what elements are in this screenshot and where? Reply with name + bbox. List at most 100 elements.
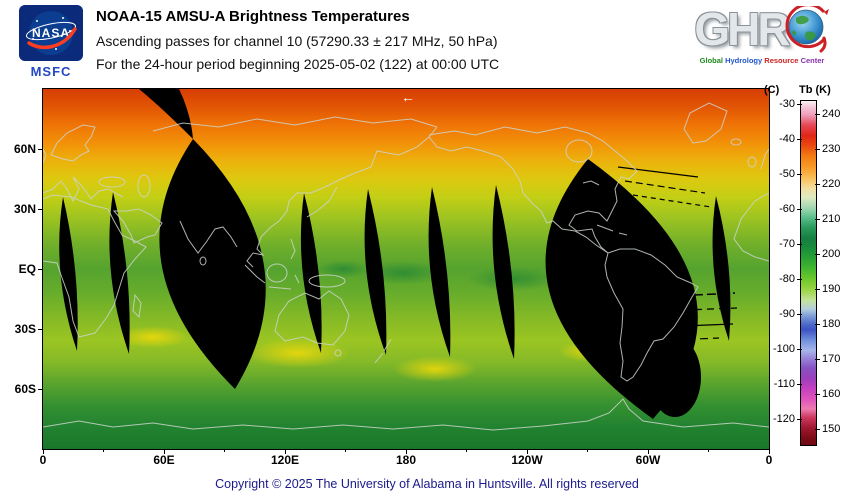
coastline-new-guinea xyxy=(308,274,346,288)
coastline-ireland xyxy=(747,156,757,168)
lon-minor-tick xyxy=(345,449,346,452)
lat-tick xyxy=(38,269,43,270)
lat-label-60n: 60N xyxy=(13,142,36,156)
colorbar-unit-celsius: (C) xyxy=(764,84,780,96)
colorbar-c-tick: -90 xyxy=(779,308,802,320)
nasa-logo: NASA xyxy=(19,5,83,61)
coastline-great-lakes xyxy=(582,180,600,186)
coastline-madagascar xyxy=(132,293,142,319)
ghrc-subtitle-word: Center xyxy=(800,56,825,65)
coastline-arabia xyxy=(112,208,163,244)
coastline-iceland xyxy=(730,138,742,146)
colorbar-k-tick: 180 xyxy=(814,318,841,330)
lon-tick xyxy=(527,449,528,454)
colorbar-k-tick: 190 xyxy=(814,283,841,295)
ghrc-subtitle-word: Hydrology xyxy=(725,56,763,65)
coastline-north-america-arctic xyxy=(428,126,638,172)
coastlines xyxy=(43,102,769,431)
lon-label-0e: 0 xyxy=(39,453,47,467)
colorbar-k-tick: 230 xyxy=(814,143,841,155)
lon-label-0w: 0 xyxy=(765,453,773,467)
coastline-antarctica xyxy=(43,398,769,431)
lon-label-60e: 60E xyxy=(153,453,175,467)
ghrc-subtitle-word: Resource xyxy=(764,56,799,65)
ghrc-logo-block: GHR Global Hydrology Resource xyxy=(674,0,850,65)
page-title: NOAA-15 AMSU-A Brightness Temperatures xyxy=(96,8,410,25)
lon-tick xyxy=(406,449,407,454)
coastline-greenland xyxy=(683,102,728,144)
ghrc-subtitle: Global Hydrology Resource Center xyxy=(674,56,850,65)
map-canvas xyxy=(43,89,769,449)
ghrc-subtitle-word: Global xyxy=(699,56,723,65)
swath-gaps xyxy=(59,89,731,419)
swath-gap xyxy=(59,197,78,351)
swath-gap xyxy=(300,193,322,353)
colorbar-c-tick: -110 xyxy=(773,378,803,390)
swath-gap xyxy=(109,192,130,354)
lon-tick xyxy=(769,449,770,454)
coastline-mediterranean xyxy=(43,176,124,203)
coastline-new-zealand xyxy=(374,338,392,364)
swath-gap xyxy=(428,187,451,357)
lon-label-120e: 120E xyxy=(270,453,300,467)
ghrc-globe-icon xyxy=(785,6,829,53)
swath-gap xyxy=(649,337,701,417)
colorbar-c-tick: -40 xyxy=(779,133,802,145)
coastline-caspian xyxy=(137,174,151,198)
lon-minor-tick xyxy=(103,449,104,452)
swath-gap xyxy=(492,185,515,359)
coastline-sri-lanka xyxy=(199,256,207,266)
lat-label-30s: 30S xyxy=(14,322,36,336)
colorbar-c-tick: -30 xyxy=(779,98,802,110)
colorbar-c-tick: -60 xyxy=(779,203,802,215)
colorbar-k-tick: 150 xyxy=(814,423,841,435)
scan-artifacts xyxy=(617,166,738,390)
copyright-notice: Copyright © 2025 The University of Alaba… xyxy=(215,477,639,491)
coastline-britain xyxy=(43,148,769,170)
coastline-japan xyxy=(306,186,338,218)
colorbar-k-tick: 200 xyxy=(814,248,841,260)
lat-tick xyxy=(38,209,43,210)
lat-tick xyxy=(38,329,43,330)
colorbar-c-tick: -70 xyxy=(779,238,802,250)
coastline-black-sea xyxy=(98,176,126,188)
title-block: NOAA-15 AMSU-A Brightness Temperatures A… xyxy=(96,8,499,79)
coastline-tasmania xyxy=(334,349,342,357)
lat-label-30n: 30N xyxy=(13,202,36,216)
lat-label-60s: 60S xyxy=(14,382,36,396)
lon-minor-tick xyxy=(466,449,467,452)
lon-label-60w: 60W xyxy=(635,453,661,467)
lon-minor-tick xyxy=(224,449,225,452)
lat-tick xyxy=(38,389,43,390)
coastline-borneo xyxy=(266,263,288,283)
coastline-indonesia xyxy=(244,238,300,290)
brightness-temperature-map: ← 60N 30N EQ 30S 60S 0 60E 120E 180 120W… xyxy=(14,88,772,467)
colorbar-k-tick: 160 xyxy=(814,388,841,400)
coastline-africa-west xyxy=(733,192,769,262)
swath-gap xyxy=(364,189,387,355)
coastline-north-america-east xyxy=(568,170,638,254)
coastline-east-asia xyxy=(340,126,438,180)
msfc-label: MSFC xyxy=(30,64,72,79)
ghrc-logo: GHR xyxy=(674,0,850,58)
colorbar-k-tick: 170 xyxy=(814,353,841,365)
nasa-meatball-icon: NASA xyxy=(26,11,77,55)
colorbar-c-tick: -100 xyxy=(772,343,803,355)
ghrc-letters: GHR xyxy=(694,3,790,55)
colorbar-c-tick: -50 xyxy=(779,168,802,180)
colorbar xyxy=(800,100,817,446)
swath-gap xyxy=(712,196,731,341)
colorbar-unit-kelvin: Tb (K) xyxy=(799,84,831,96)
coastline-scandinavia xyxy=(50,124,96,162)
lat-label-eq: EQ xyxy=(18,262,36,276)
coastline-africa-east xyxy=(43,194,147,338)
colorbar-c-tick: -80 xyxy=(779,273,802,285)
nasa-logo-block: NASA MSFC xyxy=(12,5,90,79)
swath-gap xyxy=(139,89,193,139)
temperature-anomalies xyxy=(117,260,619,382)
lon-tick xyxy=(43,449,44,454)
lon-label-120w: 120W xyxy=(511,453,543,467)
coastline-china-seasia xyxy=(246,178,342,268)
subtitle-channel: Ascending passes for channel 10 (57290.3… xyxy=(96,33,498,49)
